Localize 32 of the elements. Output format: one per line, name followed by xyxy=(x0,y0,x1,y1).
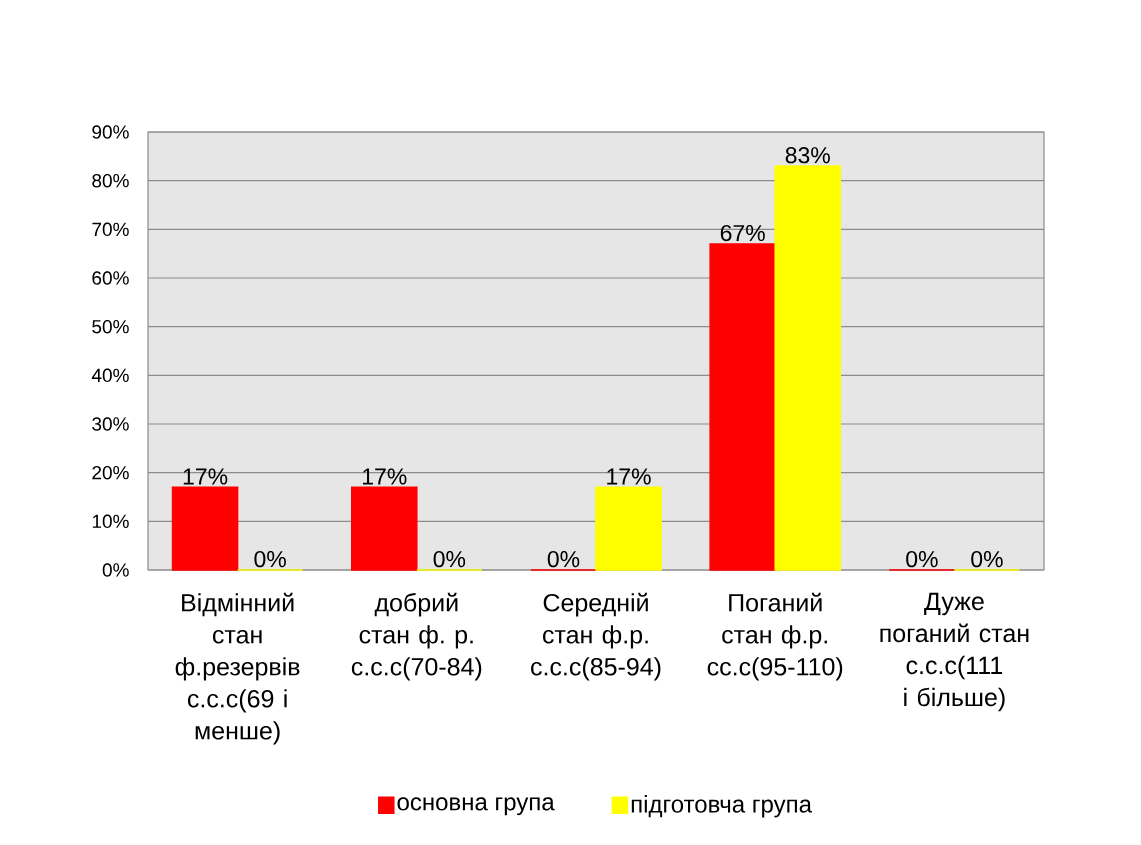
data-label: 0% xyxy=(547,550,580,568)
data-label: 0% xyxy=(971,550,1003,568)
x-tick-label: добрий стан ф. р. с.с.с(70-84) xyxy=(351,592,482,681)
y-tick-label: 50% xyxy=(92,319,129,334)
data-label: 17% xyxy=(607,468,651,485)
bar xyxy=(351,486,418,571)
bar xyxy=(171,486,239,571)
x-tick-label: Дуже поганий стан с.с.с(111 і більше) xyxy=(880,592,1029,712)
y-tick-label: 80% xyxy=(92,173,129,188)
y-tick-label: 70% xyxy=(92,222,129,237)
data-label: 17% xyxy=(363,468,407,485)
y-tick-label: 0% xyxy=(102,563,129,577)
y-tick-label: 10% xyxy=(92,514,129,529)
data-label: 67% xyxy=(720,224,765,242)
data-label: 17% xyxy=(183,468,228,485)
bar xyxy=(774,165,841,571)
data-label: 83% xyxy=(785,147,830,164)
data-label: 0% xyxy=(433,550,466,568)
x-tick-label: Середній стан ф.р. с.с.с(85-94) xyxy=(531,592,661,681)
x-tick-label: Відмінний стан ф.резервів с.с.с(69 і менше) xyxy=(175,592,300,745)
y-tick-label: 90% xyxy=(92,125,129,139)
y-tick-label: 20% xyxy=(92,465,129,480)
legend-label: підготовча група xyxy=(631,795,812,818)
y-tick-label: 40% xyxy=(91,368,129,383)
legend-label: основна група xyxy=(397,797,555,816)
x-tick-label: Поганий стан ф.р. сс.с(95-110) xyxy=(707,592,843,681)
bar xyxy=(709,243,776,571)
data-label: 0% xyxy=(254,550,286,568)
data-label: 0% xyxy=(906,550,938,568)
bar xyxy=(595,486,662,571)
y-tick-label: 30% xyxy=(92,417,129,431)
y-tick-label: 60% xyxy=(92,271,129,285)
